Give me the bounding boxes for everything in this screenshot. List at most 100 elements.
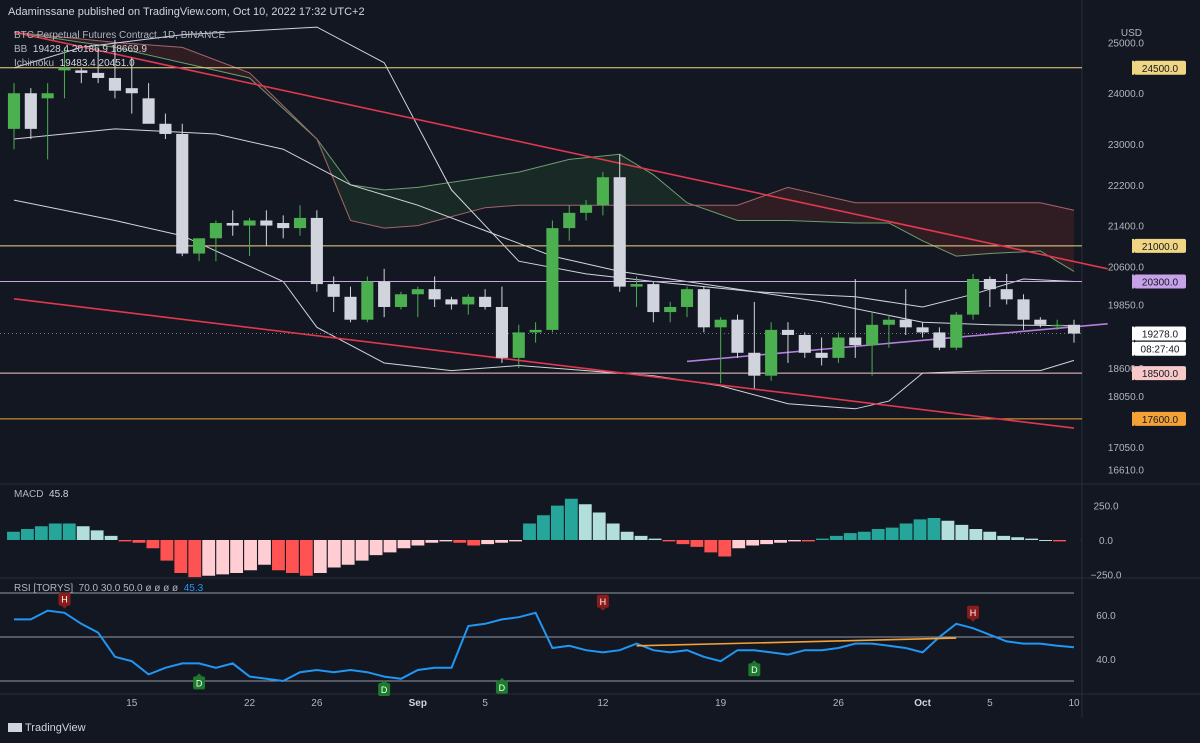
x-tick-label: 12 <box>597 698 609 709</box>
rsi-signal-label: D <box>381 685 388 695</box>
price-label-24500.0: 24500.0 <box>1132 60 1186 75</box>
macd-bar <box>537 515 550 540</box>
macd-bar <box>969 529 983 540</box>
macd-bar <box>467 540 481 546</box>
rsi-signal-pointer <box>970 618 977 622</box>
macd-bar <box>760 540 774 545</box>
macd-bar <box>732 540 746 549</box>
price-label-tab <box>1132 60 1134 75</box>
macd-bar <box>1025 538 1039 540</box>
price-tick-label: 20600.0 <box>1108 262 1145 273</box>
cloud-segment <box>956 202 990 257</box>
price-tick-label: 16610.0 <box>1108 465 1145 476</box>
macd-bar <box>272 540 285 571</box>
price-label-box <box>1134 341 1186 356</box>
macd-bar <box>620 531 634 540</box>
macd-bar <box>774 540 787 543</box>
candle-body <box>832 337 845 358</box>
rsi-signal-D: D <box>495 677 508 694</box>
candle-body <box>260 220 273 226</box>
candle-body <box>563 212 576 229</box>
candle-body <box>680 289 694 307</box>
cloud-segment <box>114 42 183 63</box>
x-tick-label: 26 <box>311 698 323 709</box>
candle-body <box>1017 299 1030 320</box>
candle-body <box>243 220 256 226</box>
ichimoku-legend[interactable]: Ichimoku 19483.4 20451.0 <box>14 58 135 69</box>
candle-body <box>613 177 626 287</box>
symbol-legend[interactable]: BTC Perpetual Futures Contract, 1D, BINA… <box>14 30 225 41</box>
candle-body <box>462 296 475 305</box>
rsi-legend[interactable]: RSI [TORYS] 70.0 30.0 50.0 ø ø ø ø 45.3 <box>14 583 203 594</box>
rsi-signal-pointer <box>61 605 68 609</box>
candle-body <box>1000 289 1013 300</box>
macd-bar <box>327 540 341 568</box>
candle-body <box>411 289 424 295</box>
candle-body <box>580 205 593 213</box>
macd-bar <box>606 523 620 540</box>
rsi-signal-pointer <box>751 660 758 664</box>
price-tick-label: 17050.0 <box>1108 443 1145 454</box>
trendline-0 <box>13 31 1108 270</box>
candle-body <box>176 133 189 254</box>
candle-body <box>209 223 222 239</box>
macd-bar <box>188 540 202 578</box>
macd-bar <box>216 540 230 575</box>
rsi-signal-D: D <box>378 680 391 696</box>
rsi-signal-label: D <box>751 665 758 675</box>
rsi-signal-pointer <box>381 680 388 683</box>
candle-body <box>193 238 206 254</box>
candle-body <box>75 70 88 73</box>
rsi-signal-H: H <box>58 592 71 609</box>
macd-tick-label: 250.0 <box>1093 502 1118 513</box>
macd-bar <box>160 540 174 561</box>
price-label-box <box>1134 366 1186 381</box>
macd-label: MACD <box>14 489 44 500</box>
candle-body <box>512 332 525 358</box>
price-tick-label: 22200.0 <box>1108 181 1145 192</box>
macd-legend[interactable]: MACD 45.8 <box>14 489 68 500</box>
tradingview-watermark: TradingView <box>8 722 86 734</box>
macd-bar <box>299 540 313 576</box>
price-tick-label: 18600.0 <box>1108 364 1145 375</box>
macd-bar <box>843 533 857 540</box>
macd-bar <box>1053 540 1066 542</box>
candle-body <box>24 93 37 129</box>
rsi-signal-box <box>193 676 206 690</box>
cloud-segment <box>737 187 788 221</box>
candle-body <box>293 217 307 229</box>
price-tick-label: 21400.0 <box>1108 222 1145 233</box>
macd-bar <box>690 540 704 547</box>
macd-bar <box>871 529 885 540</box>
macd-tick-label: −250.0 <box>1091 570 1122 581</box>
candle-body <box>108 77 122 91</box>
price-label-text: 19278.0 <box>1142 330 1179 341</box>
price-label-text: 20300.0 <box>1142 278 1179 289</box>
bb-values: 19428.4 20186.9 18669.9 <box>32 44 147 55</box>
price-label-box <box>1134 326 1186 341</box>
bb-upper-line <box>13 26 1075 308</box>
candle-body <box>361 281 374 320</box>
macd-bar <box>913 519 927 540</box>
candle-body <box>125 88 138 94</box>
x-tick-label: Sep <box>409 698 427 709</box>
x-tick-label: 19 <box>715 698 727 709</box>
ichimoku-label: Ichimoku <box>14 58 55 69</box>
macd-bar <box>564 498 578 540</box>
macd-bar <box>983 531 997 540</box>
price-label-tab <box>1132 411 1134 426</box>
price-tick-label: 18050.0 <box>1108 392 1145 403</box>
candle-body <box>630 284 643 287</box>
cloud-segment <box>855 202 889 224</box>
macd-bar <box>788 540 801 542</box>
bb-legend[interactable]: BB 19428.4 20186.9 18669.9 <box>14 44 147 55</box>
price-label-text: 24500.0 <box>1142 64 1179 75</box>
cloud-segment <box>888 202 923 241</box>
macd-bar <box>425 540 439 543</box>
price-label-tab <box>1132 274 1134 289</box>
candle-body <box>781 329 795 335</box>
candle-body <box>479 296 492 307</box>
rsi-signal-H: H <box>967 605 980 622</box>
cloud-segment <box>989 202 1041 254</box>
